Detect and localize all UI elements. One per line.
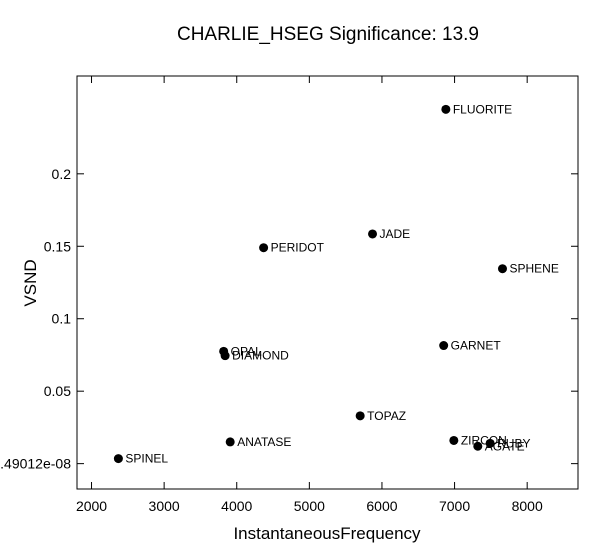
data-point-label: OPAL bbox=[231, 344, 262, 358]
y-tick-label: 0.2 bbox=[52, 166, 72, 182]
data-point-label: FLUORITE bbox=[453, 102, 512, 116]
x-tick-label: 6000 bbox=[366, 498, 397, 514]
data-point bbox=[439, 341, 449, 351]
x-tick-label: 3000 bbox=[149, 498, 180, 514]
data-point-label: ANATASE bbox=[237, 435, 291, 449]
data-point bbox=[473, 441, 483, 451]
data-point bbox=[368, 229, 378, 239]
data-points: FLUORITE JADE PERIDOT SPHENE GARNET OPALDIAMO… bbox=[113, 102, 559, 466]
y-tick-label: 0.1 bbox=[52, 311, 72, 327]
data-point bbox=[259, 243, 269, 253]
x-tick-label: 8000 bbox=[512, 498, 543, 514]
data-point-label: GARNET bbox=[451, 339, 502, 353]
data-point-label: AGATE bbox=[485, 439, 525, 453]
data-point bbox=[225, 437, 235, 447]
data-point bbox=[497, 264, 507, 274]
data-point bbox=[485, 438, 495, 448]
y-axis: 1.49012e-08 0.05 0.1 0.15 0.2 bbox=[0, 166, 578, 472]
data-point-label: RUBY bbox=[497, 436, 530, 450]
data-point bbox=[113, 454, 123, 464]
x-tick-label: 5000 bbox=[294, 498, 325, 514]
y-tick-label: 0.05 bbox=[44, 383, 71, 399]
y-tick-label: 1.49012e-08 bbox=[0, 456, 71, 472]
data-point-label: JADE bbox=[380, 227, 411, 241]
x-tick-label: 7000 bbox=[439, 498, 470, 514]
x-tick-label: 4000 bbox=[221, 498, 252, 514]
x-tick-label: 2000 bbox=[76, 498, 107, 514]
data-point-label: TOPAZ bbox=[367, 409, 406, 423]
data-point-label: ZIRCON bbox=[461, 433, 507, 447]
chart-title: CHARLIE_HSEG Significance: 13.9 bbox=[177, 24, 479, 45]
data-point bbox=[355, 411, 365, 421]
data-point-label: SPINEL bbox=[125, 452, 168, 466]
data-point-label: SPHENE bbox=[509, 262, 558, 276]
plot-frame bbox=[76, 75, 579, 490]
data-point bbox=[220, 351, 230, 361]
data-point-label: PERIDOT bbox=[271, 241, 325, 255]
x-axis: 2000 3000 4000 5000 6000 7000 8000 bbox=[76, 76, 543, 514]
data-point-label: DIAMOND bbox=[232, 349, 289, 363]
x-axis-label: InstantaneousFrequency bbox=[233, 524, 421, 543]
y-tick-label: 0.15 bbox=[44, 238, 71, 254]
plot-area-border bbox=[76, 75, 579, 490]
y-axis-label: VSND bbox=[21, 259, 40, 306]
data-point bbox=[449, 435, 459, 445]
data-point bbox=[441, 104, 451, 114]
